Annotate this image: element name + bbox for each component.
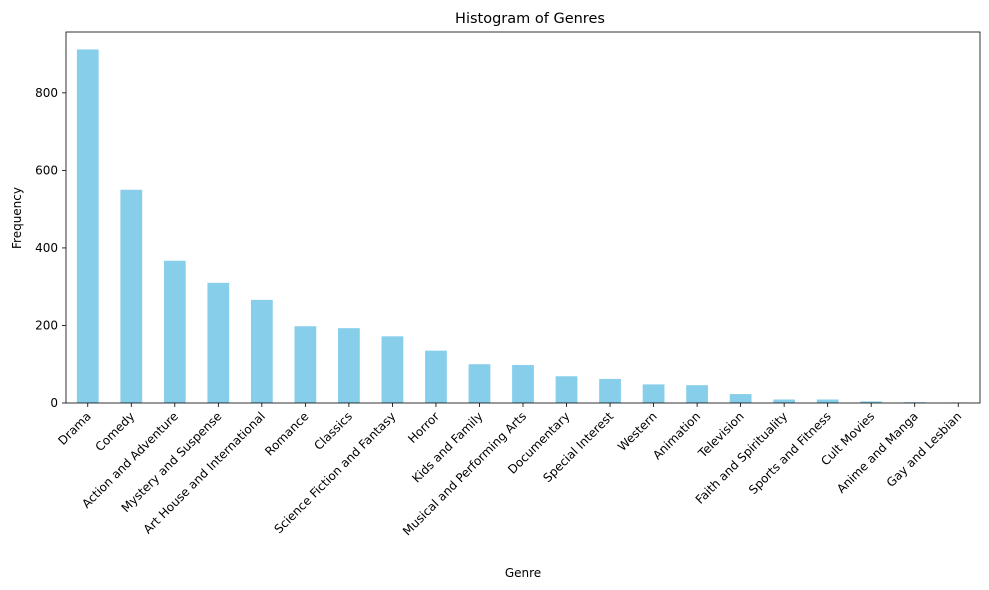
bar: [860, 401, 883, 403]
bar: [729, 394, 752, 403]
y-tick-label: 400: [35, 241, 58, 255]
bar: [425, 350, 447, 403]
bar: [773, 399, 796, 403]
x-axis-label: Genre: [505, 566, 541, 580]
bar: [468, 364, 491, 403]
bar: [816, 399, 839, 403]
bar: [338, 328, 360, 403]
x-tick-label: Romance: [262, 409, 311, 458]
x-tick-label: Drama: [55, 409, 94, 448]
bar: [120, 189, 143, 403]
x-tick-label: Gay and Lesbian: [884, 409, 965, 490]
y-axis-label: Frequency: [10, 187, 24, 249]
bar: [686, 385, 708, 403]
x-tick-label: Horror: [405, 409, 442, 446]
bar: [163, 260, 186, 403]
plot-frame: [65, 31, 981, 404]
bar: [207, 282, 230, 403]
bar: [294, 326, 317, 403]
y-tick-label: 800: [35, 86, 58, 100]
bar: [250, 299, 273, 403]
x-tick-label: Sports and Fitness: [746, 409, 834, 497]
bar: [76, 49, 99, 403]
x-tick-label: Animation: [650, 409, 703, 462]
y-tick-label: 200: [35, 318, 58, 332]
x-tick-label: Western: [615, 409, 660, 454]
x-tick-label: Anime and Manga: [834, 409, 921, 496]
x-tick-label: Classics: [311, 409, 355, 453]
bar: [555, 376, 578, 403]
x-tick-label: Comedy: [92, 409, 137, 454]
chart-title: Histogram of Genres: [455, 11, 605, 27]
bar: [381, 336, 404, 403]
bar: [642, 384, 665, 403]
bar: [512, 365, 534, 403]
y-tick-label: 600: [35, 163, 58, 177]
y-axis-ticks: 0 200 400 600 800: [35, 86, 66, 410]
bar: [599, 378, 621, 403]
bars-group: [76, 49, 970, 403]
y-tick-label: 0: [50, 396, 58, 410]
